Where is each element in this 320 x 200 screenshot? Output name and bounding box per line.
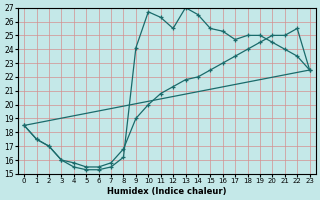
X-axis label: Humidex (Indice chaleur): Humidex (Indice chaleur) — [107, 187, 227, 196]
